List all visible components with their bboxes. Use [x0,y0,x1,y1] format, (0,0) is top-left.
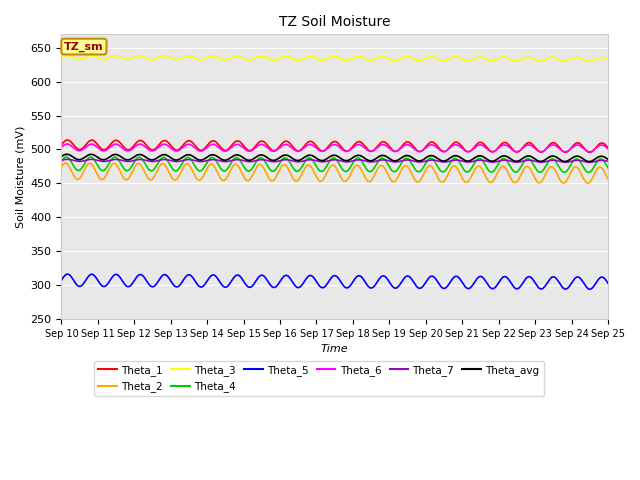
Theta_1 [586,150,593,156]
Theta_5 [68,275,76,281]
Theta_6 [604,146,612,152]
Theta_6 [124,148,132,154]
Theta_6 [63,141,70,147]
Theta_2 [180,164,188,169]
Line: Theta_avg: Theta_avg [61,154,608,162]
Theta_avg [68,154,76,159]
Line: Theta_5: Theta_5 [61,274,608,289]
Theta_1 [58,142,65,148]
Theta_avg [585,159,593,165]
Theta_3 [418,57,426,63]
Theta_2 [402,163,410,168]
Theta_2 [61,160,69,166]
Theta_avg [180,154,188,159]
Theta_1 [209,138,216,144]
Line: Theta_1: Theta_1 [61,140,608,153]
Theta_1 [63,137,71,143]
Theta_7 [209,156,216,162]
Line: Theta_2: Theta_2 [61,163,608,183]
Theta_7 [586,159,593,165]
Line: Theta_4: Theta_4 [61,157,608,172]
Theta_2 [584,180,592,186]
Theta_5 [586,287,593,292]
Line: Theta_7: Theta_7 [61,159,608,162]
Theta_1 [68,140,76,146]
X-axis label: Time: Time [321,344,349,354]
Theta_4 [585,169,593,175]
Line: Theta_6: Theta_6 [61,144,608,152]
Theta_3 [68,54,76,60]
Line: Theta_3: Theta_3 [61,55,608,61]
Theta_avg [402,153,410,158]
Theta_4 [418,167,426,172]
Theta_2 [58,164,65,170]
Theta_6 [586,149,593,155]
Theta_3 [604,57,612,63]
Theta_3 [180,54,188,60]
Theta_2 [124,176,132,181]
Theta_4 [180,158,188,164]
Theta_5 [209,272,216,278]
Theta_1 [180,142,188,147]
Theta_5 [180,276,188,282]
Theta_avg [209,152,216,157]
Theta_3 [209,53,216,59]
Theta_avg [124,157,132,163]
Legend: Theta_1, Theta_2, Theta_3, Theta_4, Theta_5, Theta_6, Theta_7, Theta_avg: Theta_1, Theta_2, Theta_3, Theta_4, Thet… [94,361,544,396]
Theta_1 [418,148,426,154]
Theta_6 [209,142,216,147]
Theta_3 [63,52,70,58]
Theta_4 [209,155,216,160]
Theta_7 [124,158,132,164]
Theta_4 [68,160,76,166]
Theta_4 [124,168,132,173]
Theta_7 [180,157,188,163]
Theta_5 [63,271,71,277]
Theta_avg [63,151,70,157]
Title: TZ Soil Moisture: TZ Soil Moisture [279,15,390,29]
Theta_7 [58,157,65,163]
Theta_1 [402,140,410,145]
Theta_avg [604,156,612,162]
Theta_2 [604,176,612,182]
Theta_7 [402,157,410,163]
Theta_6 [418,148,426,154]
Theta_5 [604,280,612,286]
Theta_3 [58,54,65,60]
Theta_2 [418,175,426,181]
Theta_4 [62,154,70,160]
Theta_3 [124,57,132,62]
Theta_5 [418,285,426,290]
Theta_7 [68,157,76,163]
Theta_2 [68,169,76,175]
Theta_4 [604,165,612,170]
Theta_6 [68,144,76,149]
Theta_2 [209,162,216,168]
Theta_6 [58,144,65,150]
Theta_4 [402,156,410,161]
Theta_3 [585,59,593,64]
Theta_1 [124,147,132,153]
Theta_6 [180,144,188,149]
Theta_7 [63,156,71,162]
Theta_avg [418,157,426,163]
Theta_6 [402,142,410,148]
Theta_5 [124,284,132,289]
Theta_7 [604,158,612,164]
Theta_7 [418,159,426,165]
Theta_5 [58,277,65,283]
Theta_5 [402,274,410,279]
Text: TZ_sm: TZ_sm [64,41,104,52]
Theta_avg [58,154,65,159]
Y-axis label: Soil Moisture (mV): Soil Moisture (mV) [15,125,25,228]
Theta_4 [58,159,65,165]
Theta_3 [402,54,410,60]
Theta_1 [604,145,612,151]
